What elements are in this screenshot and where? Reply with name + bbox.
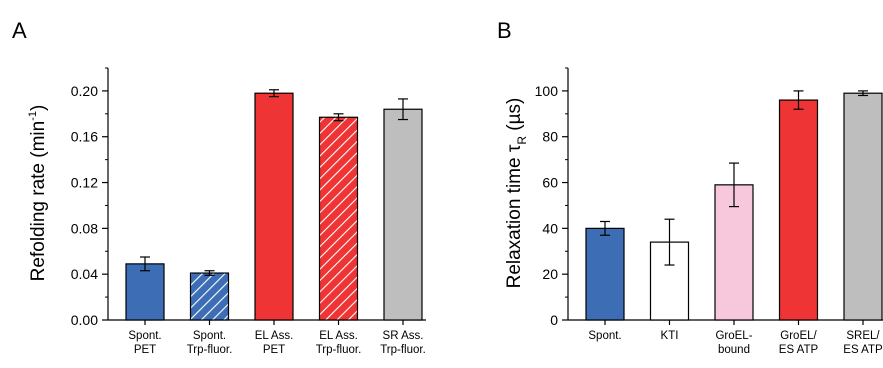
chart-b: 0 20 40 60 80 100 Spont. KTI GroEL-bound GroEL/E… (504, 67, 883, 356)
chart-a-y-tick-label: 0.04 (71, 266, 98, 282)
chart-b-bars (585, 90, 883, 321)
chart-a-y-axis-title: Refolding rate (min-1) (27, 105, 49, 282)
chart-b-category-label: SREL/ES ATP (843, 330, 883, 356)
chart-b-bar (843, 92, 883, 321)
chart-b-y-tick-label: 0 (550, 312, 558, 328)
chart-b-bar (585, 227, 625, 321)
chart-b-ticks: 0 20 40 60 80 100 (535, 67, 864, 328)
chart-b-y-axis-title: Relaxation time τR (µs) (504, 98, 529, 289)
chart-a-category-label: Spont. PET (128, 330, 161, 356)
chart-b-category-label: Spont. (588, 330, 621, 342)
chart-a-ticks: 0.00 0.04 0.08 0.12 0.16 0.20 (71, 67, 404, 328)
chart-a-bar (125, 263, 165, 321)
chart-b-category-label: GroEL/ES ATP (779, 330, 819, 356)
chart-b-bar (778, 99, 819, 321)
panel-letter-a: A (12, 18, 27, 43)
chart-a-bar-hatch (191, 273, 228, 320)
chart-b-y-tick-label: 40 (542, 220, 558, 236)
chart-b-category-label: GroEL-bound (715, 330, 752, 356)
chart-b-bar (714, 184, 754, 321)
chart-b-y-tick-label: 80 (542, 129, 558, 145)
chart-a: 0.000.040.080.120.160.20 Spont. PETSpont.… (27, 67, 426, 356)
chart-a-y-tick-label: 0.16 (71, 129, 98, 145)
chart-a-bar (254, 92, 294, 321)
chart-a-y-tick-label: 0.12 (71, 175, 98, 191)
chart-a-bar-hatch (320, 117, 357, 320)
chart-a-category-label: EL Ass. PET (255, 330, 294, 356)
chart-a-y-tick-label: 0.20 (71, 83, 98, 99)
chart-b-y-tick-label: 60 (542, 175, 558, 191)
chart-a-category-labels: Spont. PET Spont. Trp-fluor. EL Ass. PET EL As… (128, 330, 425, 356)
chart-a-category-label: SR Ass. Trp-fluor. (380, 330, 426, 356)
chart-b-y-tick-label: 100 (535, 83, 559, 99)
chart-b-category-label: KTI (661, 330, 679, 342)
chart-b-y-tick-label: 20 (542, 266, 558, 282)
chart-a-y-tick-label: 0.08 (71, 220, 98, 236)
chart-a-category-label: EL Ass. Trp-fluor. (316, 330, 362, 356)
chart-a-bars (125, 89, 423, 321)
chart-a-bar (383, 108, 423, 321)
panel-letter-b: B (497, 18, 512, 43)
chart-a-category-label: Spont. Trp-fluor. (187, 330, 233, 356)
chart-b-category-labels: Spont. KTI GroEL-bound GroEL/ES ATP SREL/ES … (588, 330, 883, 356)
chart-a-y-tick-label: 0.00 (71, 312, 98, 328)
